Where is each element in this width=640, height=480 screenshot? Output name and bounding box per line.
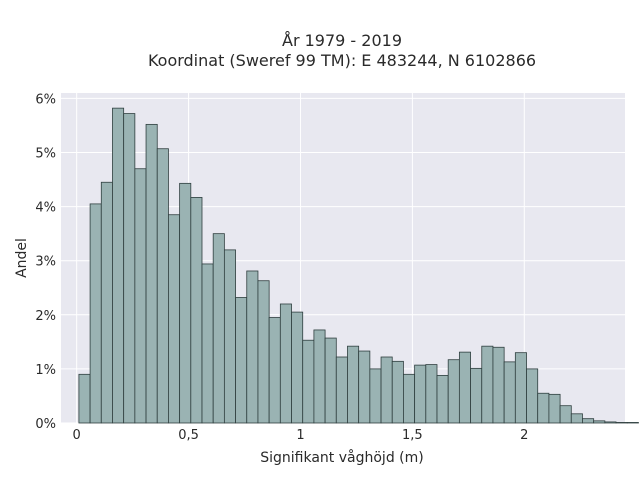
y-tick-label-3: 3% [35, 255, 56, 270]
histogram-bar-28 [391, 360, 404, 424]
y-tick-label-1: 1% [35, 363, 56, 378]
histogram-bar-46 [593, 420, 606, 424]
x-tick-label-4: 2 [520, 428, 528, 443]
histogram-bar-41 [537, 392, 550, 424]
histogram-bar-5 [134, 168, 147, 424]
histogram-bar-38 [503, 361, 516, 424]
histogram-bar-47 [604, 421, 617, 424]
histogram-bar-17 [268, 317, 281, 424]
histogram-bar-14 [235, 297, 248, 424]
y-tick-label-6: 6% [35, 92, 56, 107]
histogram-bar-34 [458, 351, 471, 424]
histogram-bar-3 [112, 107, 125, 424]
x-tick-label-1: 0,5 [178, 428, 199, 443]
histogram-bar-44 [570, 413, 583, 424]
histogram-bar-43 [559, 405, 572, 424]
histogram-bar-31 [425, 364, 438, 424]
histogram-bar-7 [156, 148, 169, 424]
y-tick-label-5: 5% [35, 147, 56, 162]
y-tick-label-2: 2% [35, 309, 56, 324]
histogram-bar-42 [548, 393, 561, 424]
x-axis-label: Signifikant våghöjd (m) [260, 449, 423, 466]
histogram-bar-9 [179, 182, 192, 424]
histogram-bar-10 [190, 197, 203, 424]
histogram-bar-23 [335, 356, 348, 424]
histogram-bar-39 [514, 352, 527, 424]
histogram-bar-33 [447, 359, 460, 424]
histogram-bar-30 [414, 364, 427, 424]
histogram-bar-4 [123, 113, 136, 424]
histogram-bar-22 [324, 337, 337, 424]
histogram-bar-40 [526, 368, 539, 424]
histogram-bar-25 [358, 350, 371, 424]
histogram-bar-16 [257, 280, 270, 424]
chart-title-line-1: År 1979 - 2019 [282, 31, 402, 50]
histogram-bars [78, 107, 639, 424]
histogram-bar-36 [481, 345, 494, 424]
histogram-bar-13 [223, 249, 236, 424]
x-tick-label-3: 1,5 [402, 428, 423, 443]
y-tick-label-0: 0% [35, 417, 56, 432]
histogram-bar-49 [626, 422, 639, 424]
histogram-bar-24 [347, 345, 360, 424]
y-tick-label-4: 4% [35, 201, 56, 216]
histogram-bar-37 [492, 346, 505, 424]
histogram-bar-45 [582, 418, 595, 424]
x-tick-labels: 0 0,5 1 1,5 2 [73, 428, 529, 443]
histogram-bar-15 [246, 270, 259, 424]
chart-title-line-2: Koordinat (Sweref 99 TM): E 483244, N 61… [148, 51, 536, 70]
y-tick-labels: 0% 1% 2% 3% 4% 5% 6% [35, 92, 56, 432]
histogram-bar-21 [313, 329, 326, 424]
histogram-bar-18 [279, 303, 292, 424]
histogram-bar-32 [436, 374, 449, 424]
histogram-bar-26 [369, 368, 382, 424]
histogram-bar-48 [615, 422, 628, 424]
histogram-bar-29 [403, 373, 416, 424]
x-tick-label-0: 0 [73, 428, 81, 443]
histogram-bar-20 [302, 339, 315, 424]
histogram-bar-19 [291, 311, 304, 424]
histogram-bar-11 [201, 263, 214, 424]
y-axis-label: Andel [14, 238, 30, 278]
histogram-bar-1 [89, 203, 102, 424]
histogram-bar-6 [145, 123, 158, 424]
histogram-bar-35 [470, 367, 483, 424]
x-tick-label-2: 1 [296, 428, 304, 443]
histogram-bar-8 [168, 214, 181, 424]
histogram-bar-0 [78, 373, 91, 424]
histogram-bar-2 [100, 181, 113, 424]
histogram-bar-27 [380, 356, 393, 424]
histogram-bar-12 [212, 233, 225, 424]
